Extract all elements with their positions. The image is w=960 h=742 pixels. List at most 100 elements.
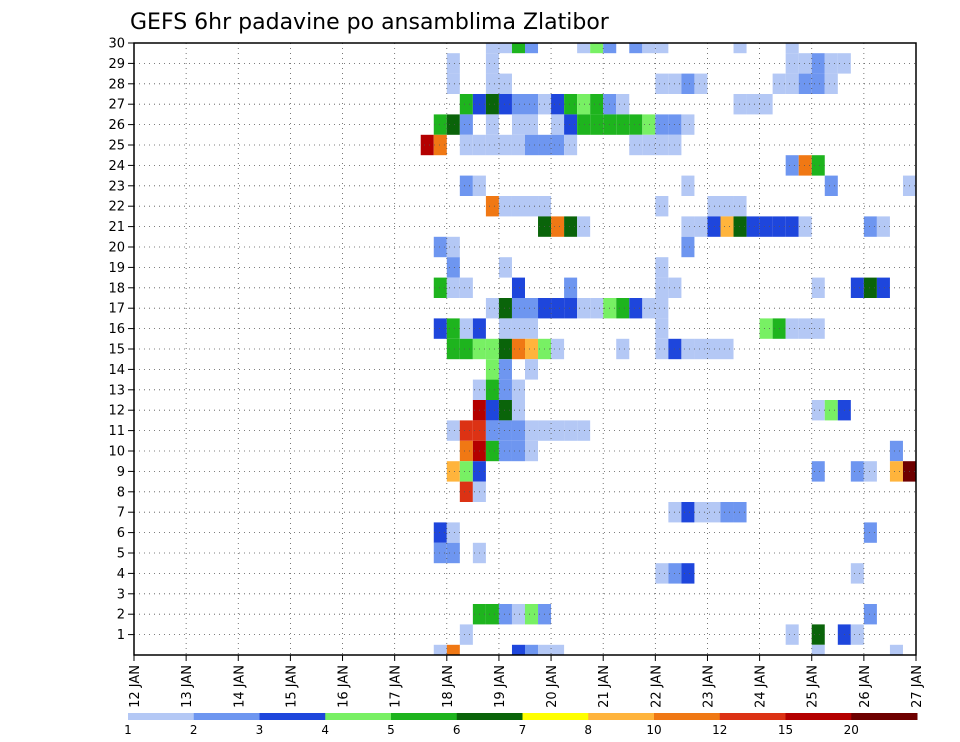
x-tick-label: 13 JAN — [180, 665, 195, 708]
heatmap-cell — [681, 563, 695, 584]
heatmap-cell — [551, 338, 565, 360]
heatmap-cell — [459, 461, 473, 482]
x-tick-label: 22 JAN — [649, 665, 664, 708]
heatmap-cell — [681, 236, 695, 258]
legend-label: 4 — [321, 723, 329, 737]
heatmap-cell — [577, 94, 591, 115]
heatmap-cell — [511, 134, 525, 156]
heatmap-cell — [863, 461, 877, 482]
heatmap-cell — [889, 440, 903, 462]
heatmap-cell — [720, 196, 734, 217]
heatmap-cell — [811, 461, 825, 482]
heatmap-cell — [785, 73, 799, 94]
heatmap-cell — [785, 318, 799, 339]
heatmap-cell — [551, 644, 565, 655]
legend-swatch — [785, 713, 852, 720]
heatmap-cell — [785, 624, 799, 645]
y-tick-label: 23 — [108, 179, 125, 194]
heatmap-cell — [642, 43, 656, 54]
heatmap-cell — [446, 542, 460, 564]
heatmap-cell — [746, 216, 760, 237]
heatmap-cell — [577, 114, 591, 135]
heatmap-cell — [525, 604, 539, 625]
y-tick-label: 17 — [108, 302, 125, 317]
legend-label: 12 — [712, 723, 727, 737]
x-tick-label: 18 JAN — [441, 665, 456, 708]
heatmap-cell — [798, 216, 812, 237]
legend-swatch — [259, 713, 326, 720]
heatmap-cell — [511, 420, 525, 441]
heatmap-cell — [577, 420, 591, 441]
heatmap-cell — [446, 318, 460, 339]
heatmap-cell — [681, 175, 695, 196]
heatmap-cell — [498, 440, 512, 462]
heatmap-cell — [655, 114, 669, 135]
heatmap-cell — [850, 563, 864, 584]
x-tick-label: 27 JAN — [910, 665, 925, 708]
legend-swatch — [522, 713, 589, 720]
heatmap-cell — [798, 73, 812, 94]
legend-swatch — [193, 713, 260, 720]
x-tick-label: 19 JAN — [493, 665, 508, 708]
heatmap-cell — [446, 338, 460, 360]
heatmap-cell — [629, 114, 643, 135]
heatmap-cell — [551, 420, 565, 441]
heatmap-cell — [577, 43, 591, 54]
heatmap-cell — [525, 318, 539, 339]
legend-label: 10 — [646, 723, 661, 737]
heatmap-cell — [433, 134, 447, 156]
heatmap-cell — [616, 94, 630, 115]
legend-swatch — [325, 713, 392, 720]
heatmap-cell — [498, 257, 512, 278]
heatmap-cell — [590, 114, 604, 135]
chart-title: GEFS 6hr padavine po ansamblima Zlatibor — [130, 10, 610, 35]
heatmap-cell — [707, 196, 721, 217]
x-tick-label: 17 JAN — [389, 665, 404, 708]
heatmap-cell — [850, 461, 864, 482]
heatmap-cell — [511, 379, 525, 400]
heatmap-cell — [785, 155, 799, 176]
y-tick-label: 14 — [108, 363, 125, 378]
heatmap-cell — [551, 94, 565, 115]
heatmap-cell — [459, 134, 473, 156]
heatmap-cell — [590, 43, 604, 54]
heatmap-cell — [485, 379, 499, 400]
heatmap-cell — [498, 359, 512, 380]
legend-swatch — [719, 713, 786, 720]
heatmap-cell — [538, 644, 552, 655]
heatmap-cell — [433, 542, 447, 564]
heatmap-cell — [590, 94, 604, 115]
heatmap-cell — [746, 94, 760, 115]
heatmap-cell — [551, 216, 565, 237]
heatmap-cell — [811, 73, 825, 94]
heatmap-cell — [459, 277, 473, 298]
heatmap-cell — [655, 563, 669, 584]
heatmap-cell — [446, 73, 460, 94]
y-tick-label: 21 — [108, 220, 125, 235]
heatmap-cell — [629, 298, 643, 319]
heatmap-cell — [798, 53, 812, 74]
y-tick-label: 29 — [108, 57, 125, 72]
heatmap-cell — [485, 440, 499, 462]
heatmap-cell — [694, 216, 708, 237]
heatmap-cell — [459, 114, 473, 135]
x-tick-label: 15 JAN — [284, 665, 299, 708]
y-tick-label: 9 — [117, 465, 125, 480]
heatmap-cell — [811, 277, 825, 298]
heatmap-cell — [485, 604, 499, 625]
heatmap-cell — [720, 216, 734, 237]
heatmap-cell — [498, 400, 512, 421]
x-tick-label: 16 JAN — [337, 665, 352, 708]
heatmap-cell — [498, 43, 512, 54]
heatmap-cell — [564, 114, 578, 135]
heatmap-cell — [485, 298, 499, 319]
heatmap-cell — [694, 502, 708, 523]
heatmap-cell — [511, 318, 525, 339]
x-tick-label: 14 JAN — [232, 665, 247, 708]
heatmap-cell — [564, 134, 578, 156]
heatmap-cell — [694, 73, 708, 94]
heatmap-cell — [577, 216, 591, 237]
y-tick-label: 12 — [108, 404, 125, 419]
heatmap-cell — [850, 277, 864, 298]
